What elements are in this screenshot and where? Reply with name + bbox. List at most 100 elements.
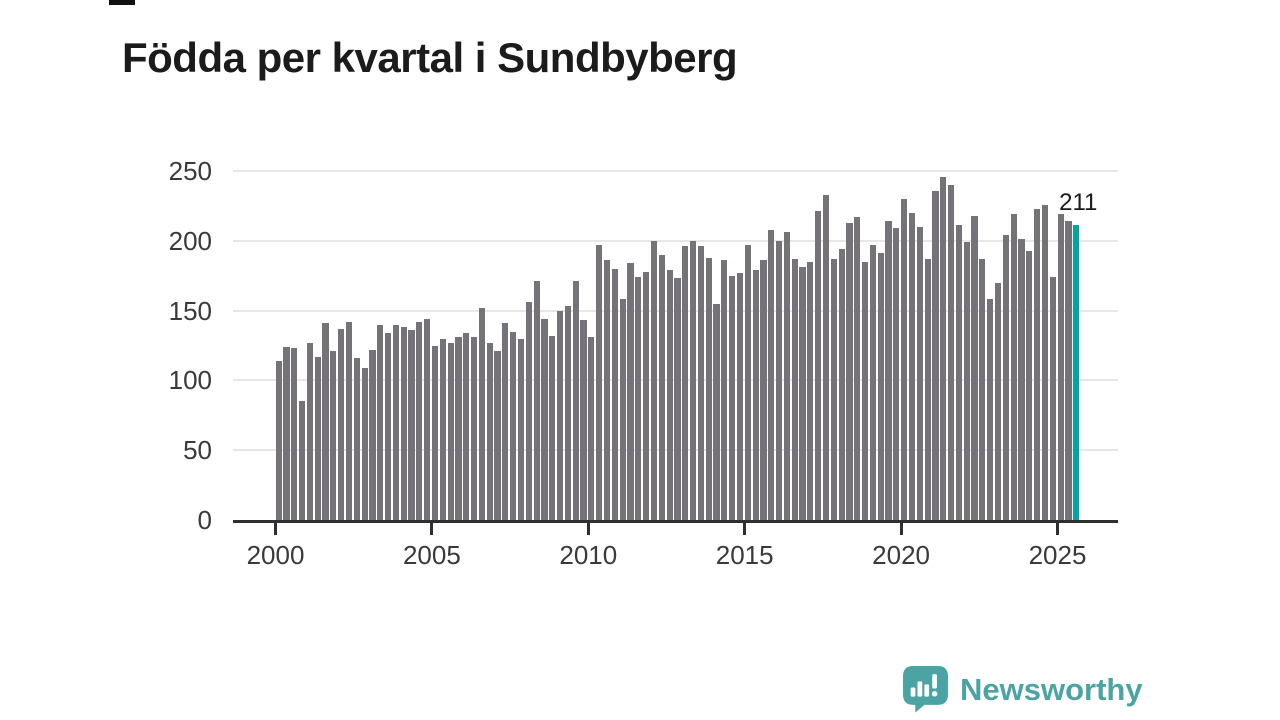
bar [338, 328, 345, 520]
bar [815, 211, 822, 520]
bar [408, 330, 415, 520]
bar [924, 258, 931, 520]
bar [416, 321, 423, 520]
newsworthy-wordmark: Newsworthy [960, 672, 1143, 707]
bar [431, 345, 439, 520]
bar [760, 260, 767, 520]
bar [877, 253, 884, 520]
bar [361, 367, 368, 520]
x-axis-tick-2025 [1056, 523, 1059, 535]
bar [955, 225, 963, 520]
bar [908, 212, 916, 520]
bar [541, 318, 548, 520]
bar [1018, 239, 1025, 520]
bar [627, 263, 634, 520]
bar [768, 229, 775, 520]
bar [392, 324, 399, 520]
bar [994, 282, 1002, 520]
bar [799, 267, 806, 520]
bar [549, 335, 556, 520]
bar [533, 281, 540, 520]
bar [471, 337, 478, 520]
bar [517, 338, 525, 520]
bar [635, 277, 642, 520]
bar [940, 176, 947, 520]
x-axis-tick-2015 [743, 523, 747, 535]
y-axis-label-0: 0 [197, 505, 212, 535]
bar [322, 323, 329, 520]
bar [502, 323, 509, 520]
bar [291, 348, 298, 520]
x-axis-label-2010: 2010 [559, 540, 618, 570]
bar [893, 228, 900, 520]
bar [439, 338, 446, 520]
bar [948, 184, 955, 520]
bar [682, 246, 689, 520]
bar [525, 302, 532, 520]
bar [353, 358, 360, 520]
y-axis-label-50: 50 [183, 435, 212, 466]
bar [1026, 250, 1033, 520]
bar [729, 275, 736, 520]
bar [611, 268, 618, 520]
bar [494, 351, 501, 520]
bar [783, 232, 790, 520]
x-axis-label-2025: 2025 [1028, 540, 1087, 570]
bar [1010, 214, 1017, 520]
bar [658, 254, 665, 520]
bar [463, 332, 470, 520]
x-axis-tick-2000 [274, 523, 277, 535]
x-axis-label-2020: 2020 [872, 540, 931, 570]
bar [721, 260, 728, 520]
bar [987, 299, 994, 520]
x-axis-label-2015: 2015 [715, 540, 774, 570]
bar [697, 246, 704, 520]
bar [822, 194, 830, 520]
bar [666, 270, 673, 520]
bar [384, 332, 392, 520]
bar [330, 351, 337, 520]
x-axis-label-2005: 2005 [402, 540, 461, 570]
bar [963, 242, 970, 520]
bar [369, 349, 376, 520]
bar [971, 215, 978, 520]
bar [1049, 277, 1056, 520]
bar [564, 306, 572, 520]
bar [862, 261, 869, 520]
bar [377, 324, 384, 520]
bar [713, 303, 720, 520]
newsworthy-branding: Newsworthy [903, 666, 1143, 713]
bar [1057, 214, 1064, 520]
bar [1041, 204, 1049, 520]
bar [916, 226, 923, 520]
bar [619, 299, 626, 520]
bar [588, 337, 595, 520]
y-axis-label-200: 200 [168, 225, 212, 256]
bar [345, 321, 353, 520]
screenshot-crop-artifact [109, 0, 135, 5]
bar [1065, 221, 1072, 520]
bar [447, 342, 454, 520]
bar [830, 258, 837, 520]
bar [932, 190, 939, 520]
bar [603, 260, 611, 520]
bar [846, 222, 853, 520]
bar [580, 320, 587, 520]
bar [674, 278, 681, 520]
y-axis-label-100: 100 [168, 365, 212, 396]
bar [689, 240, 697, 520]
y-axis-label-250: 250 [168, 156, 212, 186]
gridline-250 [233, 170, 1118, 172]
bar [650, 240, 658, 520]
bar [736, 272, 744, 520]
x-axis-tick-2010 [586, 523, 590, 535]
bar [400, 327, 407, 520]
x-axis-tick-2005 [430, 523, 434, 535]
bar [283, 346, 290, 520]
highlighted-bar [1073, 225, 1080, 520]
bar [807, 261, 814, 520]
bar [744, 244, 751, 520]
bar [572, 281, 579, 520]
